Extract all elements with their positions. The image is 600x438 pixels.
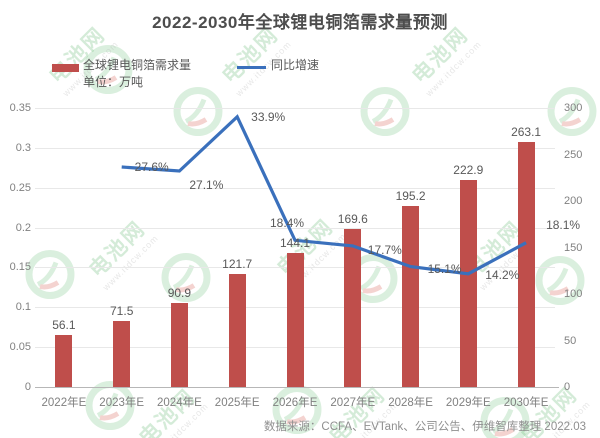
- x-axis-category-label: 2026年E: [272, 397, 318, 409]
- bar-value-label: 169.6: [337, 212, 368, 227]
- bar-value-label: 56.1: [52, 317, 76, 332]
- right-axis-tick-label: 300: [564, 102, 583, 114]
- growth-rate-label: 17.7%: [367, 242, 402, 257]
- right-axis-tick-label: 150: [564, 241, 583, 254]
- demand-bar: [170, 302, 188, 387]
- x-axis-category-label: 2025年E: [214, 397, 260, 409]
- x-axis-category-label: 2023年E: [99, 397, 145, 409]
- bar-value-label: 222.9: [453, 162, 484, 177]
- bar-value-label: 263.1: [511, 125, 542, 140]
- bar-value-label: 144.1: [279, 236, 311, 250]
- gridline: [35, 108, 555, 109]
- demand-bar: [286, 253, 304, 387]
- left-axis-tick-label: 0: [24, 381, 31, 393]
- growth-rate-polyline: [121, 114, 527, 276]
- left-axis-tick-label: 0.15: [9, 261, 31, 274]
- x-axis-category-label: 2027年E: [330, 397, 376, 409]
- legend-bar-label: 全球锂电铜箔需求量: [83, 58, 192, 72]
- gridline: [35, 147, 555, 149]
- legend-line-swatch: [237, 66, 266, 69]
- x-axis-category-label: 2029年E: [445, 397, 491, 409]
- demand-bar: [113, 320, 131, 387]
- x-axis-category-label: 2030年E: [503, 397, 549, 409]
- demand-bar: [55, 334, 73, 387]
- left-axis-tick-label: 0.25: [9, 181, 31, 194]
- demand-bar: [228, 273, 246, 387]
- demand-bar: [402, 205, 420, 387]
- x-axis-category-label: 2022年E: [41, 397, 87, 409]
- x-axis-category-label: 2024年E: [157, 397, 202, 409]
- demand-bar: [517, 142, 535, 387]
- growth-rate-label: 27.1%: [189, 178, 224, 192]
- right-axis-tick-label: 200: [564, 195, 583, 207]
- growth-rate-label: 18.1%: [546, 217, 581, 232]
- left-axis-tick-label: 0.05: [9, 341, 31, 354]
- growth-rate-label: 27.6%: [134, 160, 169, 174]
- left-axis-tick-label: 0.2: [15, 221, 31, 234]
- bar-value-label: 71.5: [110, 303, 134, 318]
- bar-value-label: 195.2: [395, 188, 426, 203]
- right-axis-tick-label: 100: [564, 288, 583, 300]
- x-axis-line: [35, 387, 559, 388]
- legend-unit-label: 单位：万吨: [83, 75, 144, 89]
- demand-bar: [459, 179, 477, 387]
- x-axis-category-label: 2028年E: [388, 397, 433, 409]
- right-axis-tick-label: 0: [564, 381, 571, 393]
- chart-title: 2022-2030年全球锂电铜箔需求量预测: [152, 13, 448, 32]
- growth-rate-label: 33.9%: [251, 109, 286, 124]
- right-axis-tick-label: 250: [564, 148, 583, 161]
- legend-line-label: 同比增速: [271, 58, 320, 72]
- left-axis-tick-label: 0.35: [9, 102, 31, 114]
- growth-rate-label: 15.1%: [427, 261, 462, 276]
- left-axis-tick-label: 0.3: [15, 141, 31, 154]
- growth-rate-label: 14.2%: [485, 267, 520, 282]
- data-source-note: 数据来源：CCFA、EVTank、公司公告、伊维智库整理 2022.03: [263, 421, 586, 433]
- bar-value-label: 90.9: [167, 285, 192, 300]
- right-axis-tick-label: 50: [564, 334, 577, 347]
- left-axis-tick-label: 0.1: [15, 301, 31, 314]
- gridline: [35, 187, 555, 189]
- growth-rate-label: 18.4%: [269, 216, 305, 231]
- demand-bar: [344, 229, 362, 387]
- gridline: [35, 227, 555, 229]
- bar-value-label: 121.7: [222, 256, 253, 271]
- legend-bar-swatch: [52, 64, 79, 72]
